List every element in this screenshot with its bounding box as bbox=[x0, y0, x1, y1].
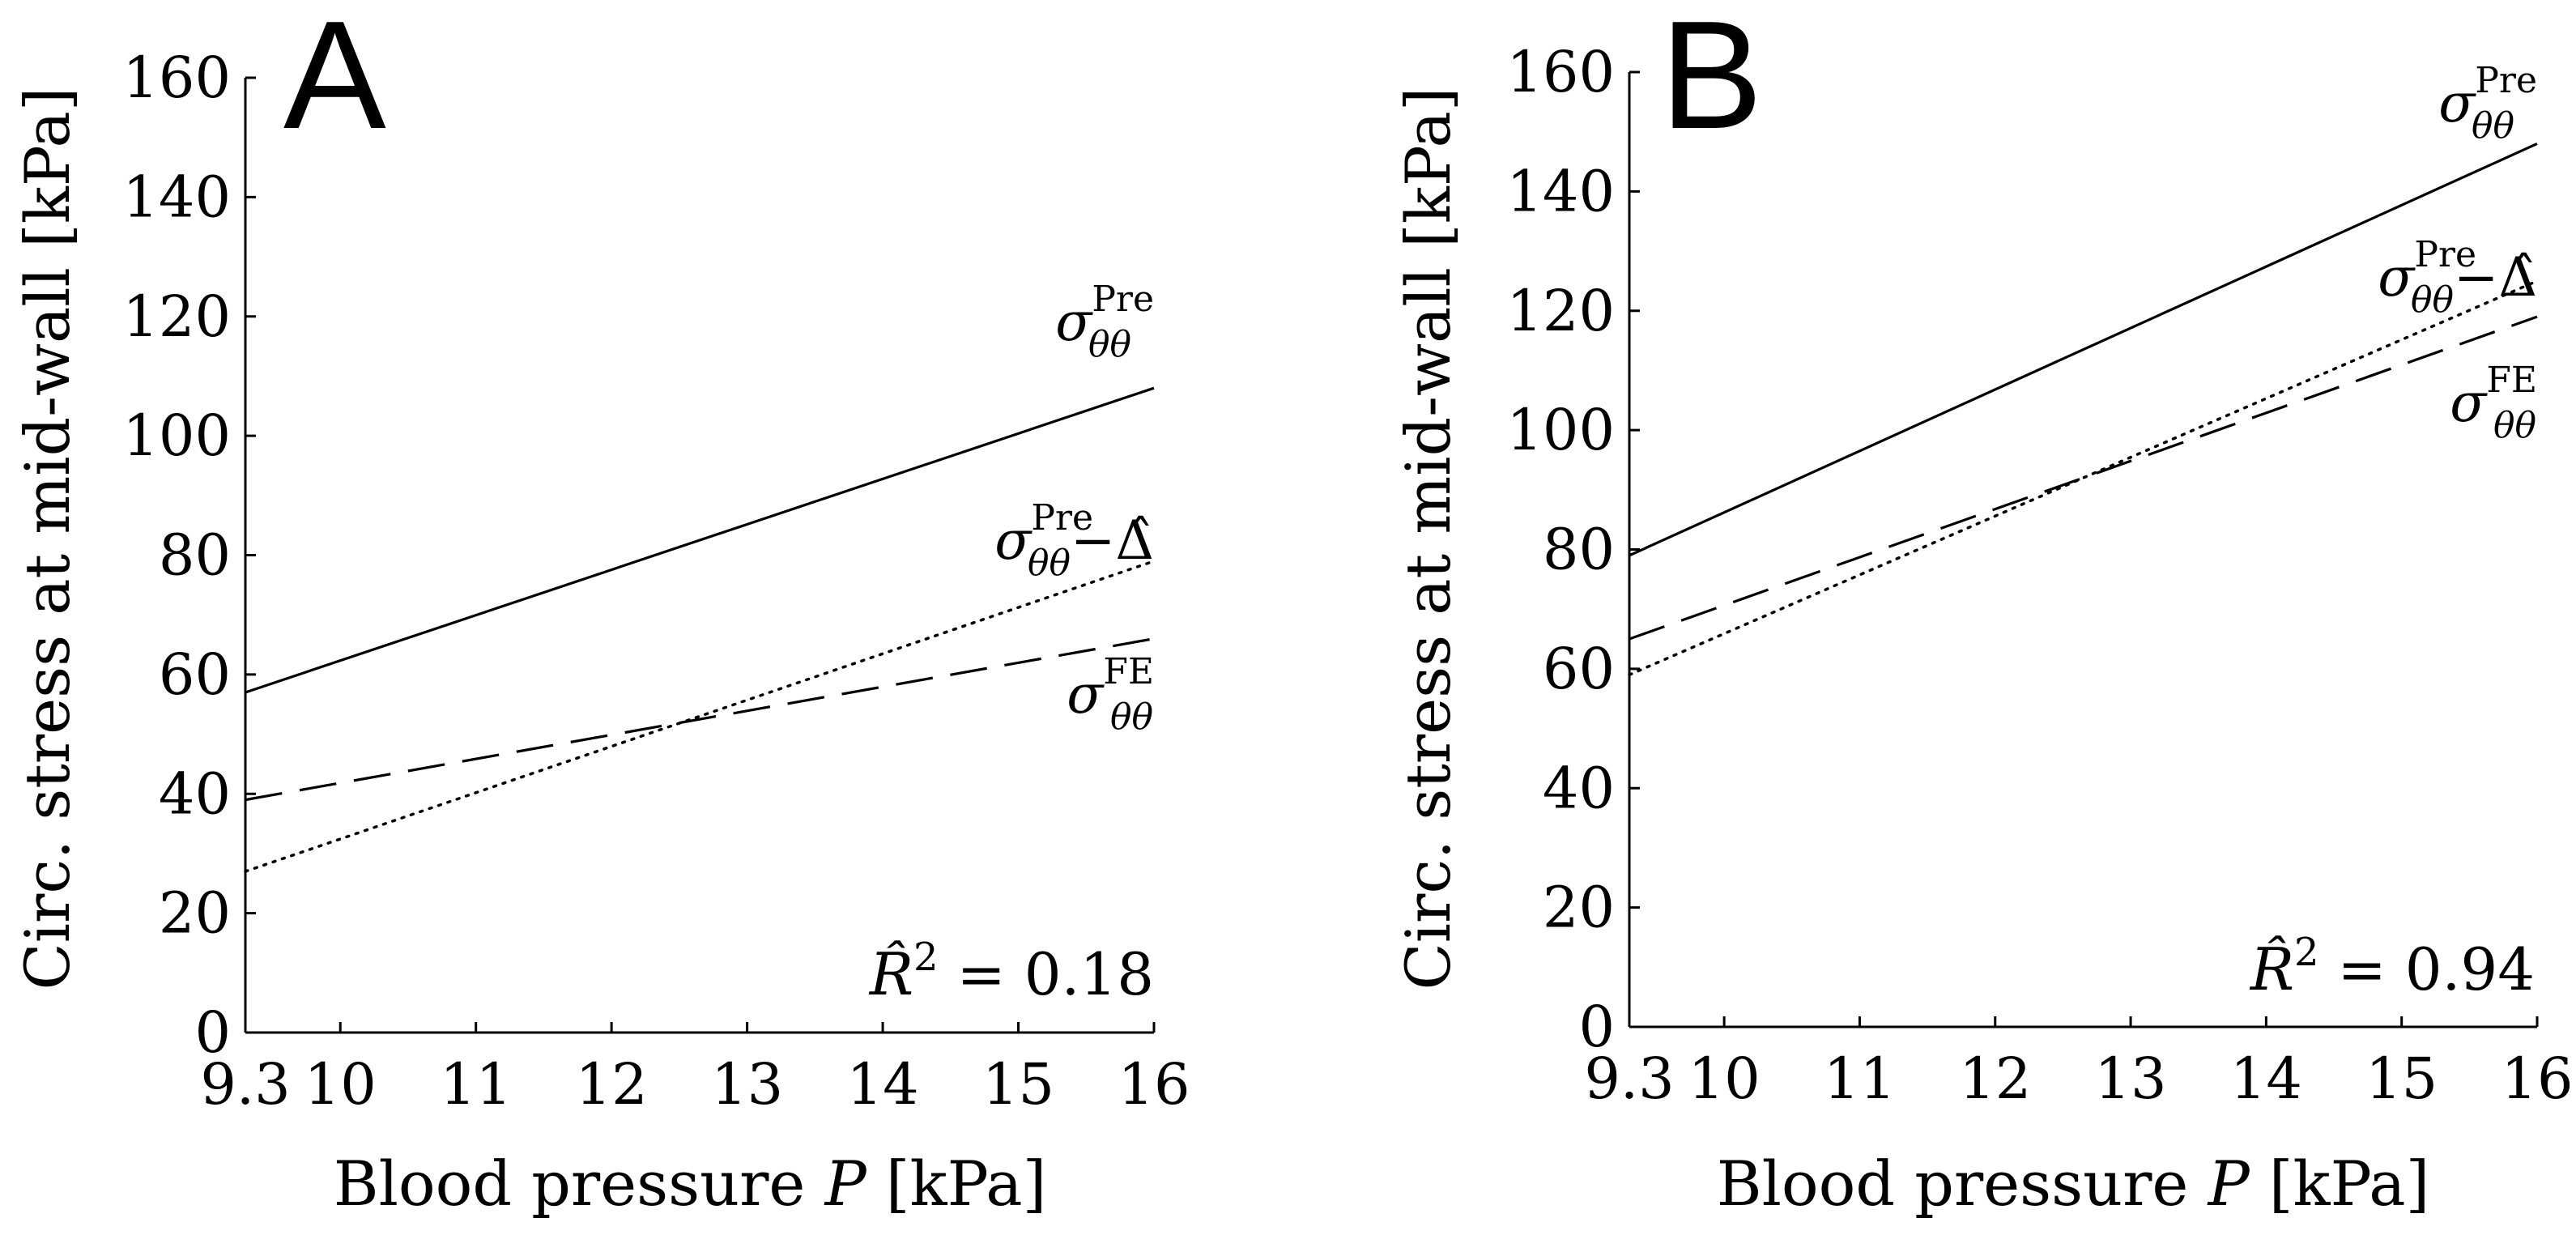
series-label: σPre θθ−Δ̂ bbox=[2378, 234, 2537, 321]
y-tick-label: 80 bbox=[159, 522, 231, 589]
series-label: σFE θθ bbox=[1067, 651, 1154, 738]
x-axis-label-var: P bbox=[2207, 1148, 2251, 1220]
r2-value: 0.94 bbox=[2405, 935, 2535, 1003]
y-tick-label: 40 bbox=[1543, 755, 1615, 821]
series-label-sigma: σ bbox=[994, 509, 1033, 572]
series-label-sigma: σ bbox=[1055, 291, 1093, 353]
y-tick-label: 140 bbox=[1506, 158, 1615, 224]
r-squared-a: R̂2 = 0.18 bbox=[868, 935, 1154, 1008]
y-tick-label: 140 bbox=[122, 164, 231, 230]
x-tick-label: 14 bbox=[2230, 1045, 2302, 1112]
series-line-dotted bbox=[244, 560, 1156, 873]
y-tick-label: 120 bbox=[1506, 278, 1615, 344]
series-label-sup: Pre bbox=[1092, 279, 1154, 320]
y-axis-label-b: Circ. stress at mid-wall [kPa] bbox=[1392, 87, 1464, 990]
y-tick-label: 40 bbox=[159, 760, 231, 827]
x-axis-label-a: Blood pressure P [kPa] bbox=[334, 1148, 1047, 1220]
x-tick-label: 10 bbox=[304, 1051, 377, 1118]
panel-letter-a: A bbox=[283, 0, 386, 161]
series-line-solid bbox=[245, 386, 1155, 694]
series-label-sup: FE bbox=[1103, 651, 1154, 692]
x-tick-label: 10 bbox=[1688, 1045, 1761, 1112]
r2-exponent: 2 bbox=[913, 935, 939, 980]
axes-b: 0 20 40 60 80 100 120 140 160 9.3 10 11 12 13 14 15 16 bbox=[1506, 39, 2573, 1112]
r2-value: 0.18 bbox=[1024, 940, 1154, 1008]
x-axis-label-text: Blood pressure bbox=[1717, 1148, 2208, 1220]
r2-symbol: R̂ bbox=[868, 939, 913, 1008]
series-label-sub: θθ bbox=[1088, 324, 1131, 365]
x-tick-label: 16 bbox=[2501, 1045, 2573, 1112]
series-b bbox=[1628, 142, 2539, 676]
y-axis-label-a: Circ. stress at mid-wall [kPa] bbox=[11, 87, 83, 990]
series-label-sup: FE bbox=[2486, 360, 2537, 401]
x-tick-label: 14 bbox=[847, 1051, 919, 1118]
x-tick-label: 16 bbox=[1118, 1051, 1190, 1118]
y-tick-label: 0 bbox=[194, 999, 231, 1066]
x-axis-label-unit: [kPa] bbox=[2250, 1148, 2430, 1220]
x-tick-label: 11 bbox=[1824, 1045, 1896, 1112]
series-line-dashed bbox=[1629, 315, 2538, 641]
series-label-sub: θθ bbox=[2493, 405, 2536, 446]
x-tick-label: 15 bbox=[2365, 1045, 2438, 1112]
x-tick-label: 13 bbox=[2095, 1045, 2167, 1112]
r2-equals: = bbox=[939, 940, 1024, 1008]
series-line-dashed bbox=[245, 637, 1155, 802]
y-tick-label: 20 bbox=[1543, 875, 1615, 941]
series-label-minus-delta: −Δ̂ bbox=[1071, 509, 1154, 572]
series-label-sup: Pre bbox=[2475, 60, 2537, 101]
x-tick-label: 12 bbox=[1959, 1045, 2031, 1112]
series-line-dotted bbox=[1628, 279, 2539, 676]
series-label-sigma: σ bbox=[2378, 246, 2416, 309]
series-a bbox=[244, 386, 1156, 873]
series-label-sub: θθ bbox=[2472, 105, 2514, 147]
r2-exponent: 2 bbox=[2294, 930, 2319, 975]
y-tick-label: 20 bbox=[159, 880, 231, 947]
r2-symbol: R̂ bbox=[2249, 935, 2294, 1003]
x-axis-label-var: P bbox=[824, 1148, 868, 1220]
y-tick-label: 120 bbox=[122, 283, 231, 350]
series-label-sup: Pre bbox=[2414, 234, 2476, 275]
y-tick-label: 100 bbox=[1506, 397, 1615, 463]
x-tick-label: 9.3 bbox=[1584, 1045, 1674, 1112]
y-tick-label: 60 bbox=[1543, 636, 1615, 702]
series-label-minus-delta: −Δ̂ bbox=[2454, 246, 2537, 309]
y-tick-label: 0 bbox=[1578, 994, 1615, 1060]
series-label-sub: θθ bbox=[1028, 543, 1071, 584]
series-label: σPre θθ bbox=[1055, 279, 1154, 365]
series-label-sub: θθ bbox=[2411, 279, 2454, 321]
x-axis-label-b: Blood pressure P [kPa] bbox=[1717, 1148, 2430, 1220]
panel-a: A Circ. stress at mid-wall [kPa] Blood p… bbox=[11, 0, 1190, 1220]
x-tick-label: 15 bbox=[982, 1051, 1054, 1118]
series-label: σPre θθ−Δ̂ bbox=[994, 497, 1154, 584]
x-axis-label-text: Blood pressure bbox=[334, 1148, 825, 1220]
y-tick-label: 80 bbox=[1543, 517, 1615, 583]
series-label-sigma: σ bbox=[2438, 72, 2476, 134]
x-tick-label: 11 bbox=[440, 1051, 512, 1118]
y-tick-label: 160 bbox=[1506, 39, 1615, 105]
series-label: σFE θθ bbox=[2450, 360, 2537, 446]
x-tick-label: 12 bbox=[576, 1051, 648, 1118]
series-label: σPre θθ bbox=[2438, 60, 2537, 147]
series-label-sup: Pre bbox=[1031, 497, 1093, 539]
r-squared-b: R̂2 = 0.94 bbox=[2249, 930, 2535, 1003]
series-label-sigma: σ bbox=[1067, 663, 1105, 726]
series-line-solid bbox=[1629, 142, 2538, 557]
x-tick-label: 9.3 bbox=[200, 1051, 290, 1118]
panel-b: B Circ. stress at mid-wall [kPa] Blood p… bbox=[1392, 0, 2574, 1220]
y-tick-label: 160 bbox=[122, 45, 231, 111]
axes-a: 0 20 40 60 80 100 120 140 160 9.3 10 11 12 13 14 15 16 bbox=[122, 45, 1190, 1118]
x-tick-label: 13 bbox=[711, 1051, 783, 1118]
series-label-sub: θθ bbox=[1110, 696, 1153, 738]
panel-letter-b: B bbox=[1660, 0, 1763, 161]
x-axis-label-unit: [kPa] bbox=[866, 1148, 1047, 1220]
r2-equals: = bbox=[2319, 935, 2405, 1003]
series-label-sigma: σ bbox=[2450, 372, 2488, 434]
y-tick-label: 60 bbox=[159, 641, 231, 708]
y-tick-label: 100 bbox=[122, 402, 231, 469]
